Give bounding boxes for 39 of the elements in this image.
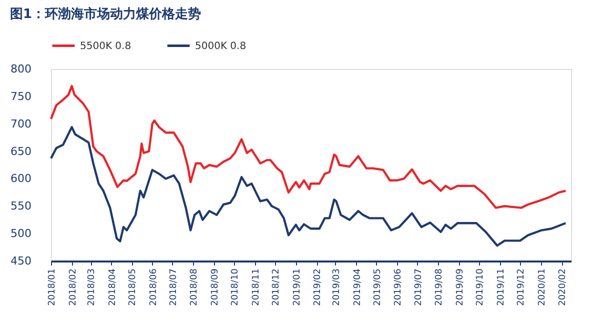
- legend-label: 5000K 0.8: [195, 40, 246, 52]
- y-tick-label: 750: [10, 90, 32, 103]
- y-tick-label: 800: [10, 62, 32, 76]
- x-tick-label: 2019/09: [455, 268, 466, 306]
- x-tick-label: 2019/06: [394, 268, 404, 306]
- chart-title: 图1：环渤海市场动力煤价格走势: [10, 6, 202, 22]
- x-tick-label: 2018/01: [48, 268, 58, 306]
- x-tick-label: 2018/10: [230, 268, 241, 306]
- x-tick-label: 2018/11: [251, 268, 262, 306]
- x-tick-label: 2019/11: [496, 268, 506, 306]
- x-tick-label: 2019/08: [434, 268, 445, 306]
- x-tick-label: 2018/02: [68, 268, 78, 306]
- y-tick-label: 500: [10, 227, 32, 240]
- x-tick-label: 2018/08: [190, 268, 200, 306]
- x-tick-label: 2019/05: [372, 268, 383, 306]
- x-tick-label: 2019/01: [292, 268, 302, 306]
- x-tick-label: 2018/07: [168, 268, 179, 306]
- x-tick-label: 2019/04: [352, 268, 363, 306]
- line-series: [50, 84, 567, 209]
- y-tick-label: 550: [10, 200, 32, 213]
- x-tick-label: 2018/09: [210, 268, 221, 306]
- x-tick-label: 2018/12: [272, 268, 282, 306]
- x-tick-label: 2020/02: [558, 268, 568, 306]
- x-tick-label: 2018/05: [128, 268, 138, 306]
- legend-label: 5500K 0.8: [80, 40, 132, 52]
- x-tick-label: 2019/02: [313, 268, 324, 306]
- y-tick-label: 700: [10, 117, 32, 130]
- y-tick-label: 600: [10, 172, 32, 186]
- x-tick-label: 2019/03: [332, 268, 342, 306]
- y-tick-label: 450: [10, 254, 32, 268]
- x-tick-label: 2018/04: [108, 268, 118, 306]
- x-tick-label: 2019/12: [516, 268, 527, 306]
- line-series: [50, 126, 567, 247]
- x-tick-label: 2020/01: [537, 268, 548, 306]
- x-tick-label: 2018/03: [87, 268, 98, 306]
- x-tick-label: 2018/06: [148, 268, 159, 306]
- x-tick-label: 2019/07: [414, 268, 424, 306]
- x-tick-label: 2019/10: [476, 268, 486, 306]
- y-tick-label: 650: [10, 144, 32, 158]
